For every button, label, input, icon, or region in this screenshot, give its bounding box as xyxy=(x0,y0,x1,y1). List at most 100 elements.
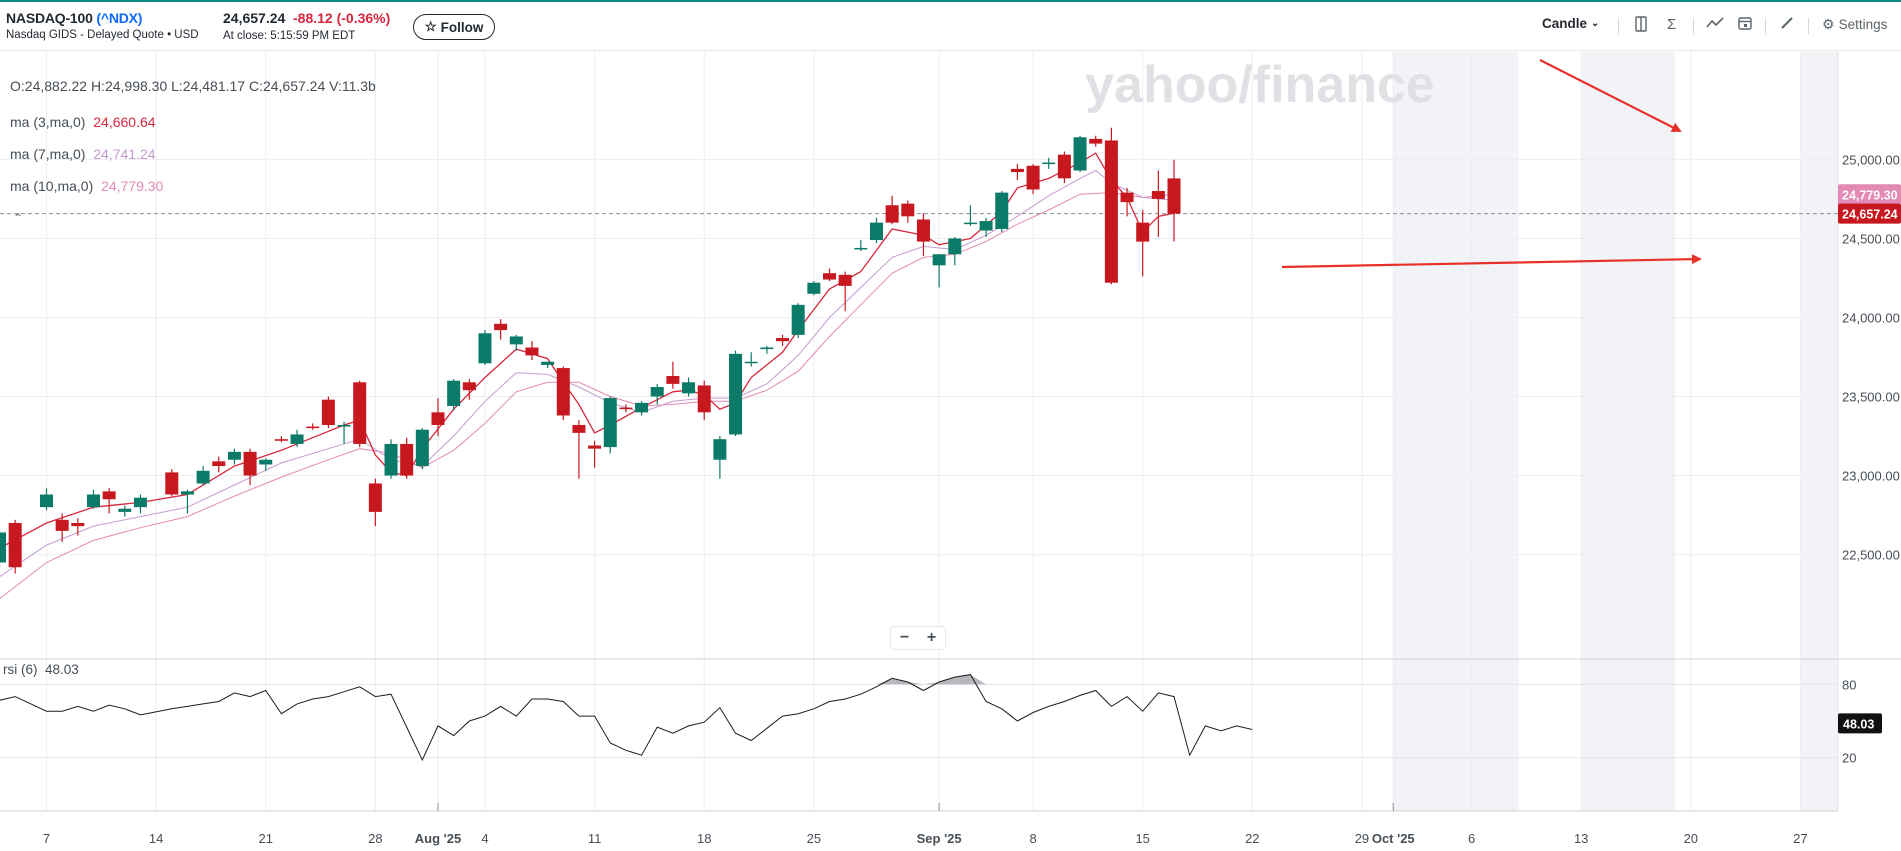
candle xyxy=(635,401,649,416)
trendline-arrow-upper xyxy=(1539,59,1682,132)
y-tick-label: 24,000.00 xyxy=(1842,310,1900,325)
candle-body xyxy=(8,522,22,568)
ma10-line xyxy=(0,192,1175,600)
candle xyxy=(1136,210,1150,277)
candle xyxy=(321,396,335,429)
candle xyxy=(71,518,85,536)
follow-button[interactable]: ☆ Follow xyxy=(413,14,495,40)
candle-body xyxy=(963,222,977,225)
calendar-icon[interactable] xyxy=(1738,16,1752,30)
candle xyxy=(823,268,836,282)
chart-type-dropdown[interactable]: Candle ⌄ xyxy=(1542,16,1599,31)
x-tick-label: 8 xyxy=(1029,831,1036,846)
ma10-label: ma (10,ma,0) xyxy=(10,178,94,194)
zoom-out-button[interactable]: − xyxy=(899,629,910,646)
candle xyxy=(838,271,852,312)
candle-body xyxy=(40,494,53,508)
candle-body xyxy=(760,347,774,350)
candle xyxy=(1073,135,1087,173)
candle xyxy=(462,379,476,400)
ma3-legend[interactable]: ma (3,ma,0) 24,660.64 xyxy=(10,114,156,130)
candle-body xyxy=(1151,191,1165,199)
x-tick-label: Aug '25 xyxy=(415,831,461,846)
collapse-legend-icon[interactable]: ⌃ xyxy=(13,211,24,225)
trend-icon[interactable] xyxy=(1706,16,1724,30)
ticker-link[interactable]: (^NDX) xyxy=(96,10,143,26)
price-chart[interactable]: yahoo/finance 25,000.00 24,500.00 24,000.0… xyxy=(0,52,1901,851)
candle xyxy=(744,352,758,367)
candle-body xyxy=(885,205,899,223)
ma7-legend[interactable]: ma (7,ma,0) 24,741.24 xyxy=(10,146,156,162)
indicators-icon[interactable]: Σ xyxy=(1667,16,1677,33)
x-tick-label: Oct '25 xyxy=(1372,831,1415,846)
candle-body xyxy=(337,424,351,427)
index-name: NASDAQ-100 xyxy=(6,10,93,26)
candle xyxy=(1104,127,1118,285)
candle-body xyxy=(447,380,461,406)
candle-body xyxy=(650,387,664,397)
candle xyxy=(227,448,241,465)
x-tick-label: 27 xyxy=(1793,831,1807,846)
price-tag-label: 24,657.24 xyxy=(1842,208,1898,222)
candle-body xyxy=(635,402,649,413)
x-tick-label: 18 xyxy=(697,831,711,846)
candle-body xyxy=(384,443,398,476)
candle xyxy=(776,334,790,346)
candle-body xyxy=(274,439,288,441)
candle-body xyxy=(603,398,617,448)
candle-body xyxy=(1089,138,1103,144)
candle-body xyxy=(823,273,836,280)
x-tick-label: 11 xyxy=(588,831,602,846)
candle-body xyxy=(0,532,7,563)
ma10-legend[interactable]: ma (10,ma,0) 24,779.30 xyxy=(10,178,163,194)
candle-body xyxy=(431,412,445,425)
zoom-in-button[interactable]: + xyxy=(926,629,937,646)
candle-body xyxy=(55,519,69,531)
candle xyxy=(697,380,711,421)
candle xyxy=(1026,164,1040,195)
candle-body xyxy=(1073,137,1087,171)
candle-body xyxy=(290,434,304,444)
settings-button[interactable]: ⚙ Settings xyxy=(1822,16,1887,33)
candle xyxy=(494,319,508,340)
candle xyxy=(86,489,100,509)
candle-body xyxy=(118,508,132,512)
candle xyxy=(353,380,367,448)
candle xyxy=(431,398,445,437)
highlight-band xyxy=(1393,52,1519,811)
candle-body xyxy=(259,459,273,465)
candle-body xyxy=(713,439,727,460)
candle xyxy=(196,466,210,486)
candle-body xyxy=(165,472,179,495)
candle xyxy=(133,494,147,514)
candle xyxy=(650,383,664,405)
candle xyxy=(572,420,586,479)
candle xyxy=(212,456,226,473)
candle-body xyxy=(807,282,821,294)
chart-type-label: Candle xyxy=(1542,16,1588,31)
draw-pencil-icon[interactable] xyxy=(1780,16,1794,30)
toolbar-divider xyxy=(1693,18,1694,34)
x-tick-label: 4 xyxy=(481,831,488,846)
rsi-level-label: 80 xyxy=(1842,677,1856,692)
x-tick-label: 20 xyxy=(1684,831,1698,846)
candle xyxy=(666,361,680,389)
candle xyxy=(118,505,132,517)
candle xyxy=(8,519,22,574)
candle-body xyxy=(995,192,1009,229)
compare-icon[interactable] xyxy=(1634,16,1648,32)
candle xyxy=(807,281,821,296)
candle-body xyxy=(697,385,711,413)
candle-body xyxy=(71,522,85,527)
candle-body xyxy=(744,361,758,364)
candle-body xyxy=(212,461,226,467)
candle xyxy=(885,195,899,225)
y-tick-label: 24,500.00 xyxy=(1842,231,1900,246)
candle xyxy=(901,200,915,223)
rsi-tag-label: 48.03 xyxy=(1843,717,1874,731)
rsi-overbought-fill xyxy=(892,678,908,685)
candle-body xyxy=(838,274,852,286)
candle-body xyxy=(478,333,492,364)
candle-body xyxy=(791,304,805,335)
candle-body xyxy=(572,424,586,433)
